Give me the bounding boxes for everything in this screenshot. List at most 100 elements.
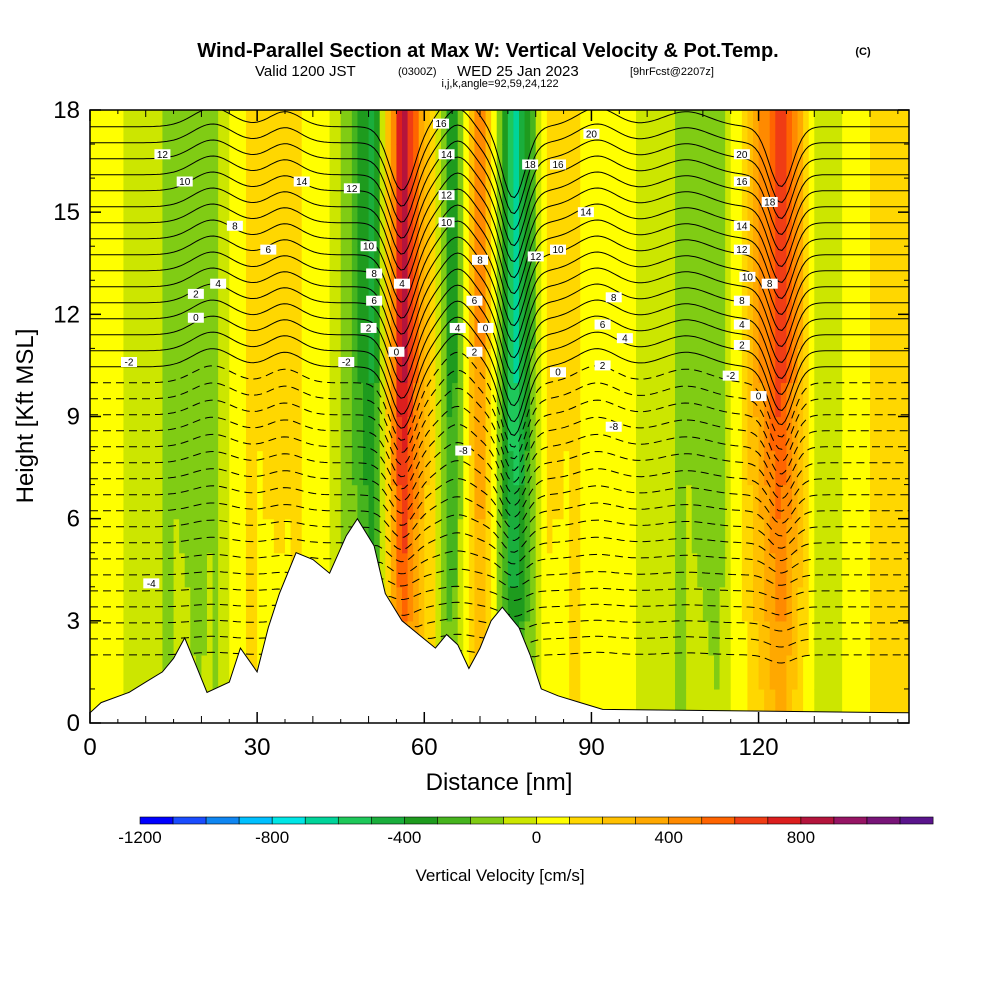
contour-label: 4 [455, 323, 461, 334]
velocity-cell [825, 212, 832, 247]
velocity-cell [279, 246, 286, 281]
contour-label-bg [733, 295, 750, 306]
velocity-cell [368, 518, 375, 554]
velocity-cell [424, 178, 431, 213]
velocity-cell [151, 382, 158, 418]
velocity-cell [691, 314, 698, 349]
velocity-cell [630, 144, 637, 179]
velocity-cell [886, 518, 893, 554]
velocity-cell [246, 246, 253, 281]
velocity-cell [858, 654, 866, 690]
velocity-cell [223, 586, 230, 622]
velocity-cell [502, 552, 509, 588]
velocity-cell [585, 212, 593, 247]
velocity-cell [808, 484, 815, 520]
velocity-cell [669, 280, 676, 315]
velocity-cell [730, 144, 737, 179]
velocity-cell [691, 110, 698, 145]
velocity-cell [875, 518, 882, 554]
velocity-cell [234, 518, 242, 554]
velocity-cell [207, 450, 214, 486]
velocity-cell [257, 110, 264, 145]
velocity-cell [897, 416, 905, 452]
velocity-cell [273, 518, 281, 554]
velocity-cell [714, 382, 721, 418]
velocity-cell [663, 212, 671, 247]
velocity-cell [463, 620, 470, 656]
velocity-cell [207, 280, 214, 315]
velocity-cell [90, 484, 97, 520]
velocity-cell [730, 586, 737, 622]
velocity-cell [318, 178, 325, 213]
velocity-cell [535, 484, 542, 520]
velocity-cell [608, 654, 615, 690]
velocity-cell [758, 586, 765, 622]
velocity-cell [558, 586, 565, 622]
velocity-cell [580, 178, 587, 213]
velocity-cell [402, 110, 409, 145]
velocity-cell [903, 280, 909, 315]
velocity-cell [318, 212, 325, 247]
velocity-cell [591, 620, 598, 656]
velocity-cell [312, 246, 320, 281]
velocity-cell [195, 552, 203, 588]
velocity-cell [117, 518, 125, 554]
velocity-cell [842, 688, 849, 723]
velocity-cell [312, 484, 320, 520]
velocity-cell [407, 416, 414, 452]
velocity-cell [468, 314, 476, 349]
velocity-cell [106, 484, 113, 520]
velocity-cell [184, 450, 191, 486]
velocity-cell [680, 688, 687, 723]
velocity-cell [652, 280, 659, 315]
velocity-cell [663, 484, 671, 520]
velocity-cell [847, 280, 854, 315]
velocity-cell [535, 382, 542, 418]
velocity-cell [903, 382, 909, 418]
velocity-cell [680, 484, 687, 520]
velocity-cell [390, 518, 398, 554]
velocity-cell [212, 348, 219, 384]
velocity-cell [647, 314, 654, 349]
velocity-cell [513, 586, 520, 622]
velocity-cell [223, 110, 230, 145]
velocity-cell [480, 110, 487, 145]
velocity-cell [858, 416, 866, 452]
velocity-cell [585, 144, 593, 179]
velocity-cell [268, 586, 275, 622]
velocity-cell [697, 484, 704, 520]
colorbar-swatch [437, 816, 471, 825]
velocity-cell [123, 416, 130, 452]
velocity-cell [842, 450, 849, 486]
velocity-cell [112, 212, 119, 247]
velocity-cell [335, 280, 342, 315]
velocity-cell [546, 246, 554, 281]
velocity-cell [819, 144, 827, 179]
velocity-cell [413, 110, 420, 145]
velocity-cell [218, 552, 225, 588]
velocity-cell [903, 246, 909, 281]
x-tick-label: 120 [739, 734, 779, 761]
velocity-cell [290, 484, 297, 520]
velocity-cell [831, 110, 838, 145]
velocity-cell [658, 416, 665, 452]
theta-contour-line [90, 284, 909, 391]
velocity-cell [624, 484, 632, 520]
velocity-cell [474, 314, 481, 349]
velocity-cell [129, 654, 136, 690]
velocity-cell [379, 144, 386, 179]
velocity-cell [179, 586, 186, 622]
velocity-cell [524, 416, 531, 452]
velocity-cell [541, 178, 548, 213]
colorbar-tick-label: 400 [655, 828, 683, 847]
velocity-cell [875, 688, 882, 723]
velocity-cell [636, 280, 643, 315]
velocity-cell [725, 688, 732, 723]
velocity-cell [279, 552, 286, 588]
velocity-cell [496, 518, 503, 554]
velocity-cell [597, 654, 604, 690]
velocity-cell [881, 688, 888, 723]
velocity-cell [697, 110, 704, 145]
velocity-cell [229, 518, 236, 554]
velocity-cell [858, 110, 866, 145]
